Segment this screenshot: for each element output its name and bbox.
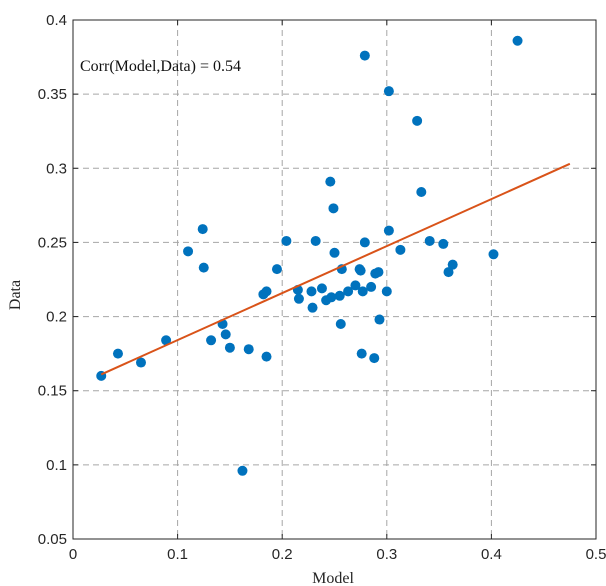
data-point — [112, 348, 123, 359]
data-point — [243, 344, 254, 355]
data-point — [383, 86, 394, 97]
data-points — [96, 35, 523, 476]
tick-labels: 0 0.1 0.2 0.3 0.4 0.5 0.05 0.1 0.15 0.2 0.25 0.3 0.3… — [38, 12, 606, 563]
plot-frame — [72, 19, 597, 540]
data-point — [328, 203, 339, 214]
y-axis-label: Data — [7, 280, 24, 310]
data-point — [357, 286, 368, 297]
correlation-annotation: Corr(Model,Data) = 0.54 — [80, 58, 241, 75]
x-tick-label: 0.1 — [167, 546, 188, 563]
data-point — [183, 246, 194, 257]
data-point — [359, 237, 370, 248]
data-point — [135, 357, 146, 368]
data-point — [350, 280, 361, 291]
data-point — [369, 353, 380, 364]
data-point — [343, 286, 354, 297]
data-point — [374, 314, 385, 325]
data-point — [197, 224, 208, 235]
data-point — [412, 115, 423, 126]
fit-line-group — [100, 162, 571, 376]
data-point — [356, 348, 367, 359]
data-point — [366, 281, 377, 292]
data-point — [424, 235, 435, 246]
data-point — [512, 35, 523, 46]
data-point — [220, 329, 231, 340]
data-point — [381, 286, 392, 297]
axes — [72, 19, 597, 540]
data-point — [310, 235, 321, 246]
data-point — [355, 265, 366, 276]
data-point — [438, 238, 449, 249]
data-point — [261, 286, 272, 297]
y-tick-label: 0.25 — [38, 234, 67, 251]
y-tick-label: 0.05 — [38, 531, 67, 548]
data-point — [373, 267, 384, 278]
y-tick-label: 0.2 — [46, 309, 67, 326]
y-tick-label: 0.35 — [38, 86, 67, 103]
x-tick-label: 0.4 — [481, 546, 502, 563]
y-tick-label: 0.4 — [46, 12, 67, 29]
fit-line — [100, 162, 571, 376]
data-point — [161, 335, 172, 346]
data-point — [488, 249, 499, 260]
x-tick-label: 0.3 — [376, 546, 397, 563]
data-point — [198, 262, 209, 273]
y-tick-label: 0.1 — [46, 457, 67, 474]
data-point — [307, 302, 318, 313]
grid — [73, 20, 596, 539]
data-point — [335, 318, 346, 329]
data-point — [293, 293, 304, 304]
data-point — [359, 50, 370, 61]
data-point — [326, 292, 337, 303]
x-tick-label: 0.2 — [272, 546, 293, 563]
data-point — [281, 235, 292, 246]
data-point — [261, 351, 272, 362]
data-point — [447, 259, 458, 270]
y-tick-label: 0.3 — [46, 160, 67, 177]
x-tick-label: 0 — [69, 546, 77, 563]
data-point — [443, 267, 454, 278]
x-axis-label: Model — [312, 570, 354, 586]
data-point — [325, 176, 336, 187]
data-point — [316, 283, 327, 294]
data-point — [224, 342, 235, 353]
data-point — [416, 187, 427, 198]
data-point — [306, 286, 317, 297]
data-point — [271, 264, 282, 275]
data-point — [206, 335, 217, 346]
data-point — [395, 244, 406, 255]
y-tick-label: 0.15 — [38, 383, 67, 400]
data-point — [383, 225, 394, 236]
data-point — [329, 247, 340, 258]
data-point — [237, 465, 248, 476]
data-point — [334, 290, 345, 301]
x-tick-label: 0.5 — [586, 546, 606, 563]
